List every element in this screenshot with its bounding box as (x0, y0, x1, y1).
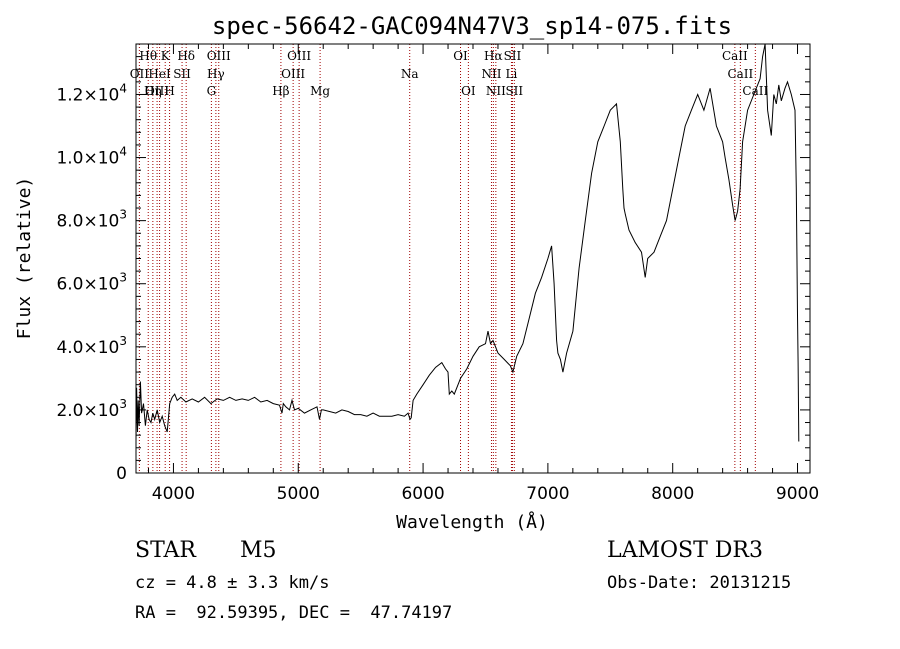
y-tick-mantissa: 6.0×10 (56, 275, 119, 295)
y-axis: 02.0×1034.0×1036.0×1038.0×1031.0×1041.2×… (56, 43, 810, 484)
y-tick-mantissa: 8.0×10 (56, 212, 119, 232)
ra-dec-coordinates: RA = 92.59395, DEC = 47.74197 (135, 603, 453, 623)
y-tick-exponent: 3 (119, 208, 127, 222)
y-tick-label: 8.0×103 (56, 208, 127, 232)
line-label-5: Hη (144, 84, 162, 98)
observation-date: Obs-Date: 20131215 (607, 573, 792, 593)
x-tick-label: 9000 (776, 484, 819, 504)
y-tick-exponent: 4 (119, 145, 127, 159)
line-label-4: HeI (148, 67, 171, 81)
y-axis-label: Flux (relative) (14, 177, 35, 340)
spectrum-series-line (135, 43, 800, 442)
emission-line-labels: Hθ OII OIII K HeI Hη H SII Hδ OIII Hγ G Hβ OIII OIII Mg… (130, 49, 769, 98)
object-subclass: M5 (240, 538, 277, 563)
x-tick-label: 5000 (277, 484, 320, 504)
line-label-1: OII (130, 67, 150, 81)
redshift-cz: cz = 4.8 ± 3.3 km/s (135, 573, 330, 593)
emission-line-markers (138, 44, 756, 473)
x-tick-label: 8000 (651, 484, 694, 504)
line-label-22: Li (506, 67, 518, 81)
line-label-8: Hδ (177, 49, 195, 63)
y-tick-exponent: 3 (119, 271, 127, 285)
x-axis-label: Wavelength (Å) (396, 511, 548, 533)
y-tick-mantissa: 1.0×10 (56, 149, 119, 169)
line-label-19: Hα (484, 49, 503, 63)
line-label-0: Hθ (139, 49, 157, 63)
y-tick-label: 4.0×103 (56, 334, 127, 358)
line-label-26: CaII (727, 67, 753, 81)
line-label-23: NII (486, 84, 506, 98)
survey-name: LAMOST DR3 (607, 538, 763, 563)
x-tick-label: 4000 (152, 484, 195, 504)
line-label-16: Na (401, 67, 419, 81)
y-tick-label: 1.2×104 (56, 81, 127, 105)
x-axis: 4000 5000 6000 7000 8000 9000 (147, 44, 819, 504)
x-tick-label: 7000 (526, 484, 569, 504)
y-tick-exponent: 4 (119, 81, 127, 95)
object-class: STAR (135, 538, 196, 563)
line-label-6: H (164, 84, 174, 98)
line-label-2: OIII (145, 84, 169, 98)
line-label-9: OIII (207, 49, 231, 63)
line-label-13: OIII (287, 49, 311, 63)
plot-frame (135, 43, 811, 474)
y-tick-label: 0 (116, 464, 127, 484)
y-tick-label: 6.0×103 (56, 271, 127, 295)
y-tick-mantissa: 4.0×10 (56, 338, 119, 358)
y-tick-mantissa: 0 (116, 464, 127, 484)
line-label-20: SII (504, 49, 522, 63)
line-label-7: SII (173, 67, 191, 81)
line-label-10: Hγ (207, 67, 225, 81)
y-tick-mantissa: 2.0×10 (56, 401, 119, 421)
line-label-24: SII (505, 84, 523, 98)
line-label-18: OI (461, 84, 476, 98)
y-tick-exponent: 3 (119, 397, 127, 411)
line-label-21: NII (481, 67, 501, 81)
line-label-11: G (207, 84, 217, 98)
chart-title: spec-56642-GAC094N47V3_sp14-075.fits (212, 12, 732, 40)
y-tick-label: 2.0×103 (56, 397, 127, 421)
y-tick-label: 1.0×104 (56, 145, 127, 169)
line-label-14: OIII (281, 67, 305, 81)
line-label-15: Mg (310, 84, 330, 98)
x-tick-label: 6000 (401, 484, 444, 504)
line-label-3: K (161, 49, 171, 63)
line-label-12: Hβ (272, 84, 289, 98)
line-label-17: OI (453, 49, 468, 63)
y-tick-exponent: 3 (119, 334, 127, 348)
line-label-25: CaII (722, 49, 748, 63)
y-tick-mantissa: 1.2×10 (56, 85, 119, 105)
